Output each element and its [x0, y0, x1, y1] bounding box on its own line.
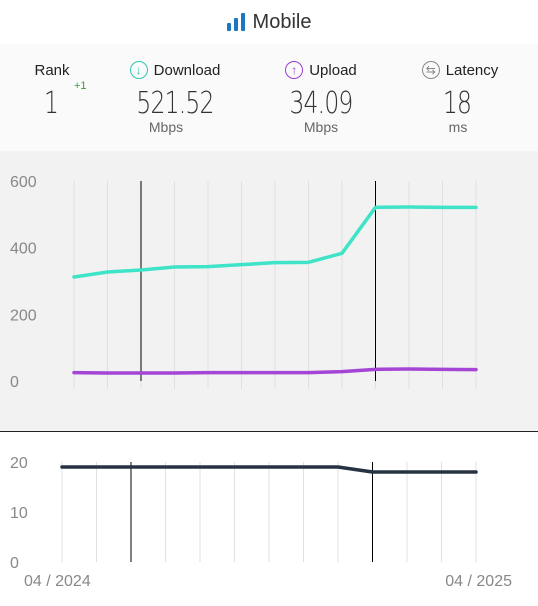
latency-chart-svg: 0 10 20 04 / 2024 04 / 2025	[10, 455, 512, 590]
upload-unit: Mbps	[303, 119, 339, 135]
series-line-download	[72, 205, 478, 279]
y-tick-label: 600	[10, 174, 37, 191]
latency-icon: ⇆	[421, 61, 440, 79]
header: Mobile	[0, 0, 538, 44]
rank-label: Rank	[34, 61, 70, 79]
latency-unit: ms	[448, 119, 468, 135]
rank-stat: Rank 1 +1	[26, 58, 86, 122]
upload-value: 34.09	[289, 86, 353, 121]
latency-label: Latency	[445, 61, 499, 79]
y-tick-label: 0	[10, 555, 19, 572]
y-tick-label: 0	[10, 374, 19, 391]
speed-chart-svg: 0 200 400 600	[10, 174, 478, 391]
rank-delta: +1	[74, 80, 87, 92]
download-stat[interactable]: ↓ Download 521.52 Mbps	[120, 58, 230, 135]
latency-chart: 0 10 20 04 / 2024 04 / 2025	[0, 432, 538, 601]
upload-label: Upload	[309, 61, 357, 79]
series-line-upload	[72, 367, 478, 375]
y-tick-label: 10	[10, 505, 28, 522]
y-tick-label: 20	[10, 455, 28, 472]
chart-divider	[0, 431, 538, 432]
signal-bars-icon	[226, 13, 245, 31]
y-tick-label: 400	[10, 241, 37, 258]
speed-chart: 0 200 400 600	[0, 151, 538, 431]
rank-value: 1	[43, 86, 59, 121]
upload-icon: ↑	[285, 61, 304, 79]
page-title: Mobile	[252, 10, 312, 33]
stats-panel: Rank 1 +1 ↓ Download 521.52 Mbps ↑ Uploa…	[0, 44, 538, 151]
latency-stat[interactable]: ⇆ Latency 18 ms	[414, 58, 506, 135]
series-line-latency	[60, 465, 478, 474]
latency-value: 18	[442, 86, 472, 121]
y-tick-label: 200	[10, 307, 37, 324]
x-tick-label-end: 04 / 2025	[445, 573, 512, 590]
download-value: 521.52	[136, 86, 214, 121]
upload-stat[interactable]: ↑ Upload 34.09 Mbps	[276, 58, 366, 135]
download-icon: ↓	[129, 61, 148, 79]
download-unit: Mbps	[148, 119, 184, 135]
download-label: Download	[153, 61, 221, 79]
x-tick-label-start: 04 / 2024	[24, 573, 91, 590]
